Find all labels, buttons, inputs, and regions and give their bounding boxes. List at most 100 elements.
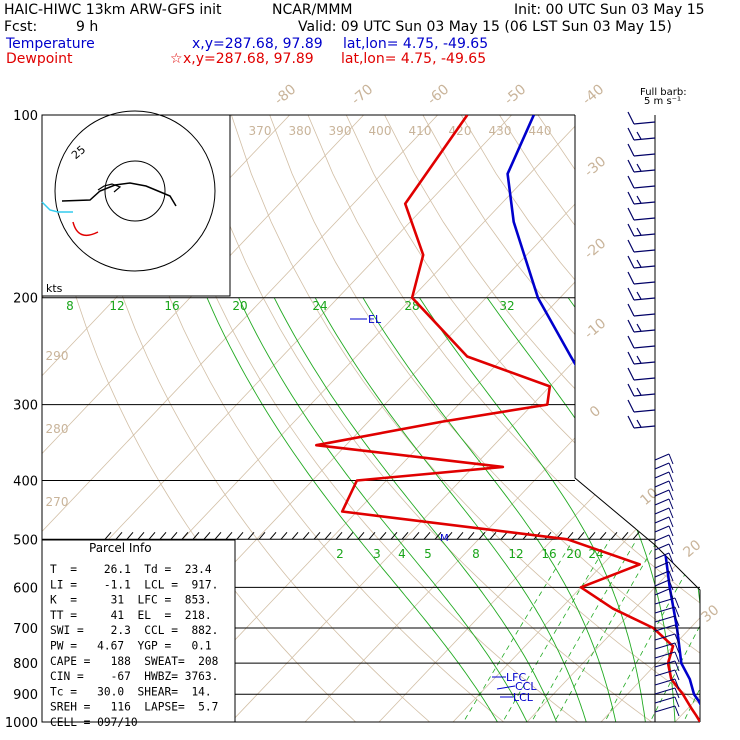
isotherm-line	[42, 115, 512, 722]
wind-barb-shaft	[654, 480, 670, 488]
wind-barb-shaft	[654, 471, 670, 479]
mixing-ratio-lower-label: 2	[336, 547, 344, 561]
isotherm-line	[292, 115, 700, 722]
wind-barb-shaft	[633, 425, 656, 429]
wind-barb-shaft	[654, 570, 670, 578]
mixing-ratio-lower-label: 8	[472, 547, 480, 561]
theta-e-tick-label: 380	[289, 124, 312, 138]
hatch-mark	[115, 531, 123, 540]
wind-barb-flag	[668, 471, 674, 483]
dry-adiabat-line	[154, 115, 595, 722]
wind-barb-shaft	[654, 525, 670, 533]
mixing-ratio-line	[547, 539, 659, 722]
wind-barb-flag	[627, 159, 635, 173]
mixing-ratio-line	[523, 539, 638, 722]
pressure-tick-label: 100	[13, 109, 38, 124]
mixing-ratio-line	[643, 539, 700, 722]
wind-barb-flag	[674, 660, 680, 672]
wind-barb-flag	[674, 642, 680, 654]
hodograph-trace-red	[72, 221, 99, 237]
isotherm-line	[588, 115, 700, 722]
wind-barb-shaft	[633, 249, 656, 253]
dry-adiabat-line	[690, 115, 700, 722]
hatch-mark	[489, 531, 497, 540]
dewpoint-latlon: lat,lon= 4.75, -49.65	[341, 51, 486, 67]
dry-adiabat-line	[269, 115, 700, 722]
wind-barb-flag	[627, 287, 635, 301]
parcel-info-row: CAPE = 188 SWEAT= 208	[50, 655, 219, 668]
hatch-mark	[225, 531, 233, 540]
dry-adiabat-line	[422, 115, 700, 722]
mixing-ratio-line	[704, 539, 740, 735]
theta-e-tick-label: 400	[369, 124, 392, 138]
wind-barb-shaft	[654, 462, 670, 470]
wind-barb-shaft	[654, 615, 676, 623]
hatch-mark	[379, 531, 387, 540]
wind-barb-flag	[674, 687, 680, 699]
wind-barb-half	[636, 195, 642, 204]
hatch-mark	[357, 531, 365, 540]
wind-barb-flag	[668, 525, 674, 537]
wind-barb-half	[636, 355, 642, 364]
pressure-tick-label: 500	[13, 533, 38, 548]
dry-adiabat-line	[345, 115, 700, 722]
hodograph-trace-cyan	[41, 201, 73, 213]
hodograph-frame	[41, 114, 231, 297]
hodograph-trace-loop	[97, 183, 122, 193]
wind-barb-shaft	[633, 281, 656, 285]
wind-barb-flag	[668, 453, 674, 465]
wind-barb-shaft	[633, 137, 656, 141]
wind-barb-half	[636, 323, 642, 332]
wind-barb-shaft	[654, 687, 676, 695]
valid-time: Valid: 09 UTC Sun 03 May 15 (06 LST Sun …	[298, 19, 672, 35]
level-markers: EL M LFC CCL LCL	[350, 313, 537, 704]
isotherm-tick-label: 30	[698, 602, 722, 626]
isotherm-tick-label: -60	[425, 81, 453, 108]
dry-adiabat-line	[77, 115, 445, 722]
dry-adiabat-line	[116, 115, 520, 722]
wind-barb-flag	[627, 415, 635, 429]
mixing-ratio-line	[726, 539, 740, 735]
hatch-mark	[302, 531, 310, 540]
wind-barb-shaft	[633, 153, 656, 157]
wind-barb-flag	[627, 367, 635, 381]
hatch-mark	[148, 531, 156, 540]
wind-barb-shaft	[654, 453, 670, 461]
hodograph-units: kts	[46, 282, 63, 295]
wind-barb-flag	[674, 696, 680, 708]
hatch-mark	[137, 531, 145, 540]
wind-barb-shaft	[654, 552, 670, 560]
barb-label-top: Full barb:	[640, 87, 687, 98]
parcel-info-panel: Parcel Info T = 26.1 Td = 23.4 LI = -1.1 …	[41, 539, 236, 729]
mixing-ratio-upper-label: 16	[164, 299, 179, 313]
theta-tick-label: 280	[46, 422, 69, 436]
hatch-mark	[192, 531, 200, 540]
isotherm-line	[662, 115, 700, 722]
m-label: M	[440, 533, 449, 544]
wind-barb-shaft	[633, 377, 656, 381]
lcl-label: LCL	[513, 691, 534, 704]
hatch-mark	[104, 531, 112, 540]
hatch-mark	[368, 531, 376, 540]
dry-adiabat-line	[537, 115, 700, 722]
wind-barb-flag	[627, 319, 635, 333]
hatch-mark	[467, 531, 475, 540]
mixing-ratio-upper-label: 20	[232, 299, 247, 313]
hatch-mark	[280, 531, 288, 540]
wind-barb-flag	[668, 552, 674, 564]
wind-barb-flag	[674, 705, 680, 717]
dewpoint-legend: Dewpoint	[6, 51, 73, 67]
hatch-mark	[203, 531, 211, 540]
isotherm-tick-label: -50	[502, 81, 530, 108]
wind-barb-half	[636, 419, 642, 428]
wind-barb-shaft	[654, 534, 670, 542]
isotherm-tick-label: 0	[587, 403, 604, 421]
temperature-legend: Temperature	[5, 36, 95, 52]
wind-barb-flag	[668, 570, 674, 582]
moist-adiabat-line	[362, 297, 617, 722]
wind-barb-flag	[668, 498, 674, 510]
dry-adiabat-line	[499, 115, 700, 722]
hodograph-trace-black	[61, 182, 177, 207]
mixing-ratio-upper-label: 28	[404, 299, 419, 313]
isotherm-line	[440, 115, 700, 722]
